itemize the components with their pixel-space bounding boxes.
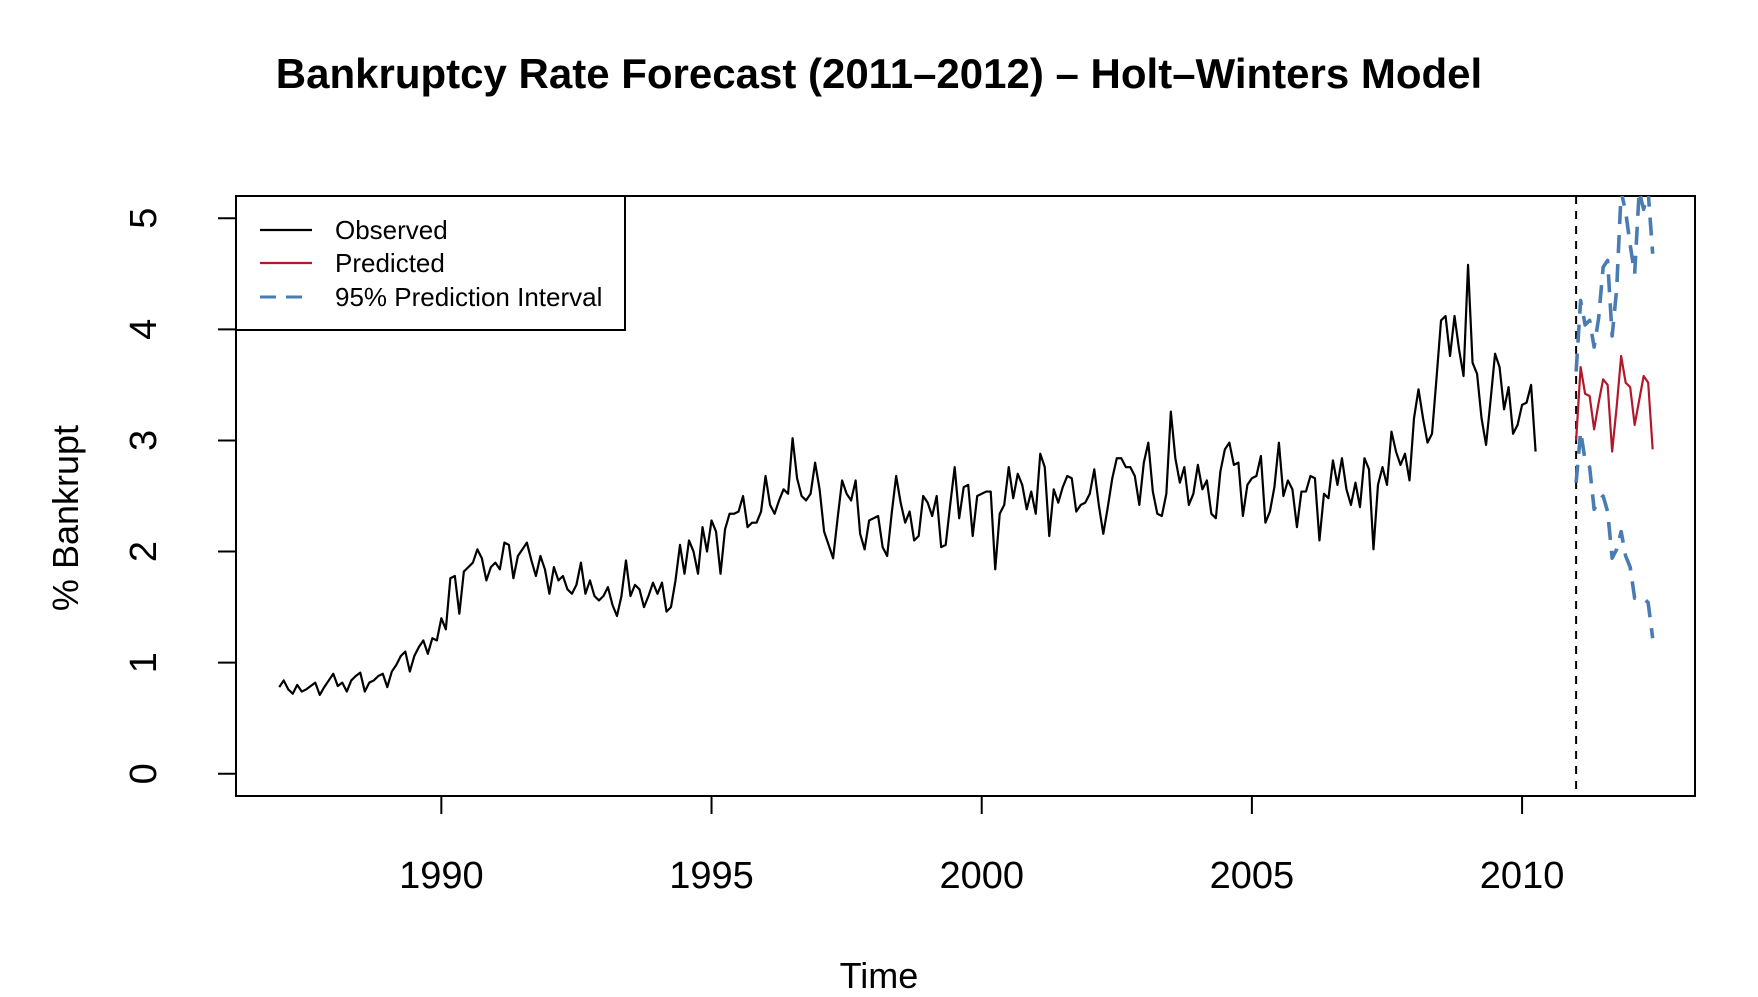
lower-interval-line — [1574, 429, 1655, 639]
y-tick-label-2: 2 — [123, 541, 165, 562]
y-tick-label-1: 1 — [123, 652, 165, 673]
legend-label-observed: Observed — [335, 215, 448, 245]
chart-title: Bankruptcy Rate Forecast (2011–2012) – H… — [275, 50, 1483, 97]
axes-layer: 1990 1995 2000 2005 2010 0 1 2 3 4 5 — [123, 208, 1564, 897]
y-tick-label-5: 5 — [123, 208, 165, 229]
upper-interval-line — [1574, 196, 1655, 372]
x-tick-label-2005: 2005 — [1210, 855, 1295, 897]
x-tick-label-2000: 2000 — [939, 855, 1024, 897]
x-tick-label-2010: 2010 — [1480, 855, 1565, 897]
legend-label-predicted: Predicted — [335, 248, 445, 278]
observed-series-line — [278, 263, 1537, 696]
y-tick-label-0: 0 — [123, 763, 165, 784]
y-tick-label-4: 4 — [123, 319, 165, 340]
legend-label-interval: 95% Prediction Interval — [335, 282, 602, 312]
series-layer — [278, 196, 1655, 796]
x-tick-label-1995: 1995 — [669, 855, 754, 897]
x-tick-label-1990: 1990 — [399, 855, 484, 897]
predicted-series-line — [1575, 354, 1654, 453]
y-tick-label-3: 3 — [123, 430, 165, 451]
legend: Observed Predicted 95% Prediction Interv… — [235, 195, 626, 331]
